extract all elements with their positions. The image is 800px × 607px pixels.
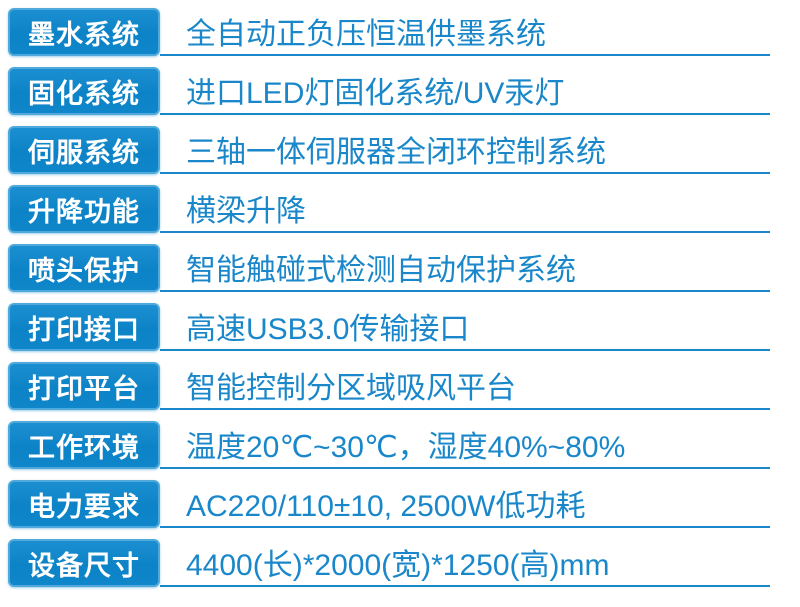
spec-label-text: 电力要求 <box>28 491 140 522</box>
spec-label-text: 设备尺寸 <box>28 550 140 581</box>
spec-row: 打印平台 智能控制分区域吸风平台 <box>8 362 800 410</box>
spec-table: 墨水系统 全自动正负压恒温供墨系统 固化系统 进口LED灯固化系统/UV汞灯 伺… <box>8 8 800 598</box>
spec-value-cell: 横梁升降 <box>160 185 770 233</box>
spec-value-cell: 全自动正负压恒温供墨系统 <box>160 8 770 56</box>
spec-value-cell: 进口LED灯固化系统/UV汞灯 <box>160 67 770 115</box>
spec-label-text: 伺服系统 <box>28 137 140 168</box>
spec-label-text: 喷头保护 <box>28 255 140 286</box>
spec-label-badge: 电力要求 <box>8 480 160 528</box>
spec-value-text: 进口LED灯固化系统/UV汞灯 <box>186 77 565 110</box>
spec-label-text: 打印平台 <box>28 373 140 404</box>
spec-label-badge: 打印平台 <box>8 362 160 410</box>
spec-label-badge: 伺服系统 <box>8 126 160 174</box>
spec-value-cell: 温度20℃~30℃，湿度40%~80% <box>160 421 770 469</box>
spec-row: 墨水系统 全自动正负压恒温供墨系统 <box>8 8 800 56</box>
spec-value-text: 4400(长)*2000(宽)*1250(高)mm <box>186 549 610 582</box>
spec-label-text: 打印接口 <box>28 314 140 345</box>
spec-label-badge: 打印接口 <box>8 303 160 351</box>
spec-value-text: 智能控制分区域吸风平台 <box>186 372 516 405</box>
spec-row: 伺服系统 三轴一体伺服器全闭环控制系统 <box>8 126 800 174</box>
spec-row: 打印接口 高速USB3.0传输接口 <box>8 303 800 351</box>
spec-value-cell: 高速USB3.0传输接口 <box>160 303 770 351</box>
spec-row: 工作环境 温度20℃~30℃，湿度40%~80% <box>8 421 800 469</box>
spec-value-cell: 4400(长)*2000(宽)*1250(高)mm <box>160 539 770 587</box>
spec-value-text: 三轴一体伺服器全闭环控制系统 <box>186 136 606 169</box>
spec-label-text: 升降功能 <box>28 196 140 227</box>
spec-label-text: 墨水系统 <box>28 19 140 50</box>
spec-value-text: 高速USB3.0传输接口 <box>186 313 470 346</box>
spec-label-text: 固化系统 <box>28 78 140 109</box>
spec-row: 固化系统 进口LED灯固化系统/UV汞灯 <box>8 67 800 115</box>
spec-value-cell: 三轴一体伺服器全闭环控制系统 <box>160 126 770 174</box>
spec-label-badge: 墨水系统 <box>8 8 160 56</box>
spec-value-text: AC220/110±10, 2500W低功耗 <box>186 490 586 523</box>
spec-value-cell: 智能触碰式检测自动保护系统 <box>160 244 770 292</box>
spec-value-cell: AC220/110±10, 2500W低功耗 <box>160 480 770 528</box>
spec-label-badge: 工作环境 <box>8 421 160 469</box>
spec-value-text: 智能触碰式检测自动保护系统 <box>186 254 576 287</box>
spec-row: 设备尺寸 4400(长)*2000(宽)*1250(高)mm <box>8 539 800 587</box>
spec-label-text: 工作环境 <box>28 432 140 463</box>
spec-label-badge: 设备尺寸 <box>8 539 160 587</box>
spec-value-text: 横梁升降 <box>186 195 306 228</box>
spec-value-cell: 智能控制分区域吸风平台 <box>160 362 770 410</box>
spec-label-badge: 升降功能 <box>8 185 160 233</box>
spec-label-badge: 喷头保护 <box>8 244 160 292</box>
spec-value-text: 全自动正负压恒温供墨系统 <box>186 18 546 51</box>
spec-row: 升降功能 横梁升降 <box>8 185 800 233</box>
spec-row: 电力要求 AC220/110±10, 2500W低功耗 <box>8 480 800 528</box>
spec-value-text: 温度20℃~30℃，湿度40%~80% <box>186 431 626 464</box>
spec-row: 喷头保护 智能触碰式检测自动保护系统 <box>8 244 800 292</box>
spec-label-badge: 固化系统 <box>8 67 160 115</box>
